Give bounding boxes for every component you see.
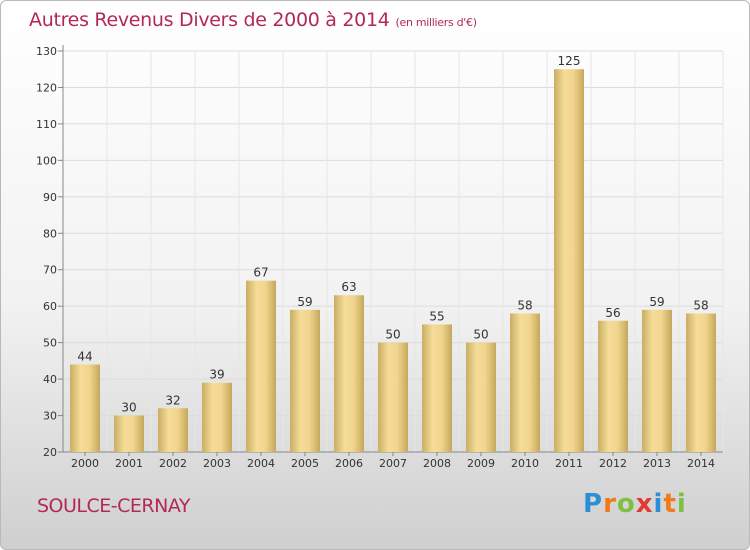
value-label-2005: 59 (297, 295, 312, 309)
logo-letter: i (676, 489, 687, 519)
value-label-2011: 125 (558, 54, 581, 68)
y-tick-label: 50 (43, 337, 57, 350)
value-label-2007: 50 (385, 328, 400, 342)
x-tick-label-2005: 2005 (291, 457, 319, 470)
bar-2000 (70, 364, 100, 452)
title-text: Autres Revenus Divers de 2000 à 2014 (29, 9, 390, 31)
logo-letter: t (663, 489, 677, 519)
y-tick-label: 110 (36, 118, 57, 131)
logo-letter: r (603, 489, 617, 519)
bar-2004 (246, 280, 276, 452)
x-tick-label-2013: 2013 (643, 457, 671, 470)
chart-title: Autres Revenus Divers de 2000 à 2014 (en … (29, 9, 477, 31)
x-tick-label-2014: 2014 (687, 457, 715, 470)
value-label-2008: 55 (429, 309, 444, 323)
logo-letter: x (635, 489, 654, 519)
y-tick-label: 100 (36, 154, 57, 167)
bar-2007 (378, 342, 408, 452)
y-tick-label: 20 (43, 446, 57, 459)
value-label-2013: 59 (649, 295, 664, 309)
bar-2010 (510, 313, 540, 452)
x-tick-label-2012: 2012 (599, 457, 627, 470)
bar-2001 (114, 415, 144, 452)
x-tick-label-2009: 2009 (467, 457, 495, 470)
x-tick-label-2000: 2000 (71, 457, 99, 470)
x-tick-label-2004: 2004 (247, 457, 275, 470)
value-label-2006: 63 (341, 280, 356, 294)
bar-2008 (422, 324, 452, 452)
bar-2006 (334, 295, 364, 452)
bar-2014 (686, 313, 716, 452)
x-tick-label-2010: 2010 (511, 457, 539, 470)
location-label: SOULCE-CERNAY (37, 495, 190, 517)
x-tick-label-2006: 2006 (335, 457, 363, 470)
x-tick-label-2002: 2002 (159, 457, 187, 470)
x-tick-label-2001: 2001 (115, 457, 143, 470)
y-tick-label: 80 (43, 227, 57, 240)
bar-2013 (642, 309, 672, 452)
x-tick-label-2003: 2003 (203, 457, 231, 470)
value-label-2009: 50 (473, 328, 488, 342)
logo-letter: o (616, 489, 636, 519)
value-label-2010: 58 (517, 298, 532, 312)
proxiti-logo: Proxiti (583, 489, 687, 519)
bar-2005 (290, 309, 320, 452)
bar-2011 (554, 69, 584, 453)
y-tick-label: 40 (43, 373, 57, 386)
y-tick-label: 60 (43, 300, 57, 313)
x-tick-label-2011: 2011 (555, 457, 583, 470)
value-label-2004: 67 (253, 266, 268, 280)
value-label-2003: 39 (209, 368, 224, 382)
value-label-2014: 58 (693, 298, 708, 312)
bar-2009 (466, 342, 496, 452)
value-label-2002: 32 (165, 393, 180, 407)
y-tick-label: 30 (43, 410, 57, 423)
value-label-2000: 44 (77, 350, 92, 364)
title-unit: (en milliers d'€) (395, 16, 477, 29)
value-label-2001: 30 (121, 401, 136, 415)
y-tick-label: 70 (43, 264, 57, 277)
x-tick-label-2007: 2007 (379, 457, 407, 470)
y-tick-label: 120 (36, 81, 57, 94)
logo-letter: i (653, 489, 664, 519)
value-label-2012: 56 (605, 306, 620, 320)
bar-layer: 44 30 32 39 67 59 63 50 55 50 58 125 56 59 58 (70, 54, 716, 453)
y-tick-label: 90 (43, 191, 57, 204)
logo-letter: P (583, 489, 604, 519)
bar-2012 (598, 320, 628, 452)
bar-2002 (158, 408, 188, 452)
bar-2003 (202, 382, 232, 452)
y-tick-label: 130 (36, 45, 57, 58)
x-tick-label-2008: 2008 (423, 457, 451, 470)
